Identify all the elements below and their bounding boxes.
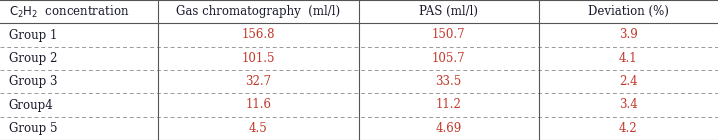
Text: 4.2: 4.2 bbox=[619, 122, 638, 135]
Text: Group 1: Group 1 bbox=[9, 29, 57, 41]
Text: PAS (ml/l): PAS (ml/l) bbox=[419, 5, 478, 18]
Text: 4.1: 4.1 bbox=[619, 52, 638, 65]
Text: 4.5: 4.5 bbox=[249, 122, 268, 135]
Text: Group 2: Group 2 bbox=[9, 52, 57, 65]
Text: 150.7: 150.7 bbox=[432, 29, 465, 41]
Text: 156.8: 156.8 bbox=[242, 29, 275, 41]
Text: Group4: Group4 bbox=[9, 99, 53, 111]
Text: 11.6: 11.6 bbox=[246, 99, 271, 111]
Text: Group 3: Group 3 bbox=[9, 75, 57, 88]
Text: Deviation (%): Deviation (%) bbox=[588, 5, 668, 18]
Text: 2.4: 2.4 bbox=[619, 75, 638, 88]
Text: Group 5: Group 5 bbox=[9, 122, 57, 135]
Text: 101.5: 101.5 bbox=[242, 52, 275, 65]
Text: Gas chromatography  (ml/l): Gas chromatography (ml/l) bbox=[177, 5, 340, 18]
Text: 32.7: 32.7 bbox=[246, 75, 271, 88]
Text: 33.5: 33.5 bbox=[436, 75, 462, 88]
Text: 3.9: 3.9 bbox=[619, 29, 638, 41]
Text: 11.2: 11.2 bbox=[436, 99, 462, 111]
Text: 4.69: 4.69 bbox=[436, 122, 462, 135]
Text: 105.7: 105.7 bbox=[432, 52, 465, 65]
Text: $\mathrm{C_2H_2}$  concentration: $\mathrm{C_2H_2}$ concentration bbox=[9, 4, 129, 20]
Text: 3.4: 3.4 bbox=[619, 99, 638, 111]
